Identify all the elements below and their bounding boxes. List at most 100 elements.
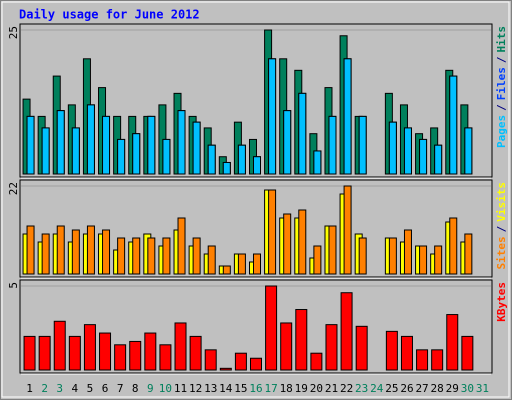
bar <box>56 225 65 275</box>
bar <box>41 127 50 175</box>
x-tick-label: 6 <box>102 382 109 395</box>
y-tick-label: 25 <box>7 26 20 39</box>
bar <box>71 229 80 275</box>
legend-separator: / <box>495 56 508 63</box>
bar <box>132 133 141 175</box>
legend-entry: Pages <box>495 115 508 148</box>
bar <box>325 324 338 371</box>
bar <box>222 161 231 175</box>
bar <box>446 314 459 371</box>
bar <box>268 189 277 275</box>
bar <box>449 75 458 175</box>
bar <box>385 330 398 371</box>
x-tick-label: 9 <box>147 382 154 395</box>
bar <box>298 92 307 175</box>
y-tick-label: 22 <box>7 182 20 195</box>
bar <box>99 332 112 371</box>
bar <box>250 357 262 371</box>
bar <box>355 325 368 371</box>
bar <box>102 115 111 175</box>
legend-separator: / <box>495 225 508 232</box>
x-tick-label: 30 <box>461 382 474 395</box>
legend-separator: / <box>495 104 508 111</box>
x-tick-label: 16 <box>249 382 262 395</box>
x-tick-label: 19 <box>295 382 308 395</box>
bar <box>144 332 157 371</box>
bar <box>343 58 352 175</box>
bar <box>340 292 353 371</box>
chart-title: Daily usage for June 2012 <box>19 8 200 22</box>
bar <box>26 115 35 175</box>
bar <box>147 115 156 175</box>
bar <box>431 349 444 371</box>
bar <box>283 213 292 275</box>
bar <box>86 104 95 175</box>
bar <box>177 217 186 275</box>
bar <box>464 127 473 175</box>
bar <box>117 237 126 275</box>
bar <box>313 150 322 175</box>
bar <box>159 344 172 371</box>
bar <box>132 237 141 275</box>
bar <box>147 237 156 275</box>
bar <box>162 237 171 275</box>
bar <box>237 253 246 275</box>
bar <box>358 237 367 275</box>
bar <box>71 127 80 175</box>
bar <box>56 110 65 175</box>
bar <box>403 127 412 175</box>
legend-entry: Visits <box>495 182 508 222</box>
bar <box>298 209 307 275</box>
legend-entry: KBytes <box>495 282 508 322</box>
bar <box>189 335 202 371</box>
legend-entry: Hits <box>495 26 508 53</box>
bar <box>358 115 367 175</box>
legend-entry: Sites <box>495 236 508 269</box>
bar <box>253 253 261 275</box>
x-tick-label: 21 <box>325 382 338 395</box>
bar <box>265 285 278 371</box>
bar <box>68 335 81 371</box>
bar <box>461 335 474 371</box>
x-tick-label: 18 <box>280 382 293 395</box>
x-tick-label: 24 <box>370 382 384 395</box>
x-tick-label: 15 <box>234 382 247 395</box>
bar <box>174 322 187 371</box>
bar <box>117 138 126 175</box>
x-tick-label: 4 <box>72 382 79 395</box>
bar <box>313 245 322 275</box>
bar <box>416 349 429 371</box>
bar <box>83 324 96 371</box>
bar <box>192 121 201 175</box>
x-tick-label: 2 <box>41 382 48 395</box>
x-tick-label: 31 <box>476 382 489 395</box>
bar <box>283 110 292 175</box>
bar <box>38 335 51 371</box>
x-tick-label: 5 <box>87 382 94 395</box>
bar <box>207 144 216 175</box>
bar <box>295 309 308 371</box>
x-tick-label: 17 <box>264 382 277 395</box>
x-tick-label: 23 <box>355 382 368 395</box>
legend: KBytes <box>495 282 508 322</box>
bar <box>419 245 428 275</box>
bar <box>192 237 201 275</box>
bar <box>268 58 277 175</box>
x-tick-label: 20 <box>310 382 323 395</box>
bar <box>234 352 247 371</box>
bar <box>53 320 66 371</box>
x-tick-label: 29 <box>446 382 459 395</box>
bar <box>129 340 142 371</box>
bar <box>204 349 217 371</box>
bar <box>162 138 171 175</box>
bar <box>464 233 473 275</box>
bar <box>102 229 111 275</box>
bar <box>177 110 186 175</box>
x-tick-label: 26 <box>400 382 413 395</box>
bar <box>41 233 50 275</box>
x-tick-label: 25 <box>385 382 398 395</box>
x-tick-label: 10 <box>159 382 172 395</box>
bar <box>219 367 232 371</box>
x-tick-label: 7 <box>117 382 124 395</box>
legend: Pages / Files / Hits <box>495 26 508 148</box>
